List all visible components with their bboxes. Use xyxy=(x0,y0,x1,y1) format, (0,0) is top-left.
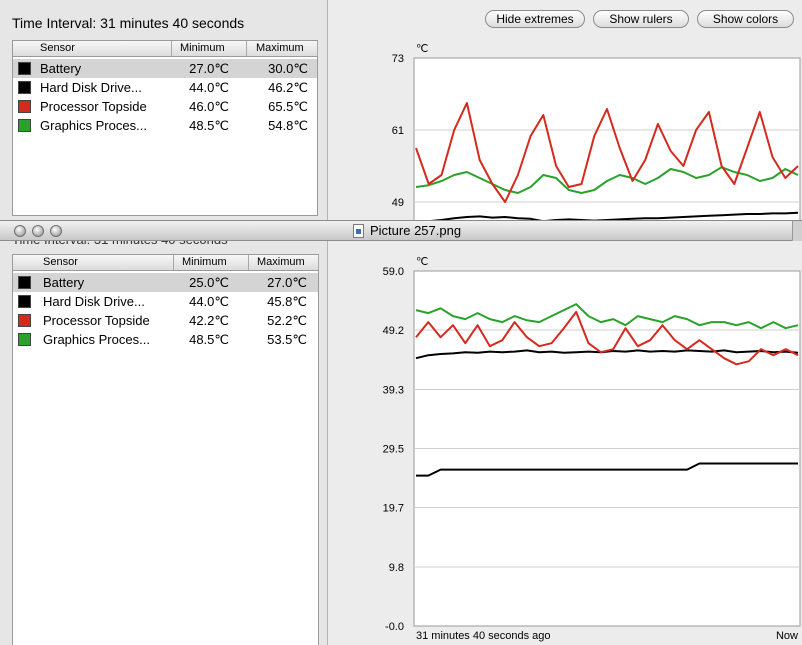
header-sensor[interactable]: Sensor xyxy=(40,42,75,54)
y-tick-label: 9.8 xyxy=(389,562,404,574)
row-minimum: 48.5℃ xyxy=(189,332,229,347)
color-swatch[interactable] xyxy=(18,81,31,94)
sensor-table: Sensor Minimum Maximum Battery 27.0℃ 30.… xyxy=(12,40,318,216)
y-tick-label: -0.0 xyxy=(385,621,404,633)
temperature-chart-back: ℃ 73 61 49 xyxy=(392,43,801,220)
x-end-label: Now xyxy=(776,630,798,642)
row-maximum: 46.2℃ xyxy=(268,80,308,95)
row-sensor-name: Battery xyxy=(40,61,82,76)
row-minimum: 48.5℃ xyxy=(189,118,229,133)
row-maximum: 52.2℃ xyxy=(267,313,307,328)
document-proxy-icon[interactable] xyxy=(353,224,364,238)
row-minimum: 44.0℃ xyxy=(189,294,229,309)
color-swatch[interactable] xyxy=(18,276,31,289)
y-unit-label: ℃ xyxy=(416,43,428,55)
table-row[interactable]: Battery 27.0℃ 30.0℃ xyxy=(13,59,317,78)
sensor-table: Sensor Minimum Maximum Battery 25.0℃ 27.… xyxy=(12,254,319,645)
color-swatch[interactable] xyxy=(18,100,31,113)
x-start-label: 31 minutes 40 seconds ago xyxy=(416,630,551,642)
row-maximum: 53.5℃ xyxy=(267,332,307,347)
table-row[interactable]: Graphics Proces... 48.5℃ 53.5℃ xyxy=(13,330,318,349)
show-rulers-button[interactable]: Show rulers xyxy=(593,10,689,28)
y-tick-label: 19.7 xyxy=(383,502,404,514)
series-line xyxy=(416,462,798,477)
table-row[interactable]: Processor Topside 46.0℃ 65.5℃ xyxy=(13,97,317,116)
row-minimum: 25.0℃ xyxy=(189,275,229,290)
table-row[interactable]: Hard Disk Drive... 44.0℃ 46.2℃ xyxy=(13,78,317,97)
row-sensor-name: Hard Disk Drive... xyxy=(43,294,145,309)
row-minimum: 27.0℃ xyxy=(189,61,229,76)
temperature-chart-front: ℃ 59.0 49.2 39.3 29.5 19.7 9.8 -0.0 31 minutes 4… xyxy=(383,256,801,642)
front-window: Time Interval: 31 minutes 40 seconds Sen… xyxy=(0,220,802,645)
header-maximum[interactable]: Maximum xyxy=(257,256,305,268)
front-left-pane: Time Interval: 31 minutes 40 seconds Sen… xyxy=(0,232,325,645)
row-sensor-name: Graphics Proces... xyxy=(40,118,147,133)
series-line xyxy=(415,303,799,330)
front-graph-pane: ℃ 59.0 49.2 39.3 29.5 19.7 9.8 -0.0 31 minutes 4… xyxy=(327,241,802,645)
series-line xyxy=(430,211,799,220)
row-sensor-name: Hard Disk Drive... xyxy=(40,80,142,95)
row-sensor-name: Processor Topside xyxy=(43,313,150,328)
time-interval-label: Time Interval: 31 minutes 40 seconds xyxy=(12,15,245,31)
series-line xyxy=(415,310,799,366)
y-tick-label: 49 xyxy=(392,197,404,209)
zoom-window-icon[interactable] xyxy=(50,225,62,237)
row-maximum: 54.8℃ xyxy=(268,118,308,133)
window-titlebar[interactable]: Picture 257.png xyxy=(0,221,802,241)
series-line xyxy=(415,102,799,203)
titlebar-handle[interactable] xyxy=(792,221,802,241)
color-swatch[interactable] xyxy=(18,295,31,308)
color-swatch[interactable] xyxy=(18,314,31,327)
row-minimum: 44.0℃ xyxy=(189,80,229,95)
hide-extremes-button[interactable]: Hide extremes xyxy=(485,10,585,28)
table-row[interactable]: Hard Disk Drive... 44.0℃ 45.8℃ xyxy=(13,292,318,311)
back-left-pane: Time Interval: 31 minutes 40 seconds Sen… xyxy=(0,0,325,220)
window-title: Picture 257.png xyxy=(370,223,462,238)
plot-area xyxy=(413,57,801,220)
back-graph-pane: Hide extremes Show rulers Show colors ℃ 7… xyxy=(327,0,802,220)
y-tick-label: 29.5 xyxy=(383,444,404,456)
row-maximum: 30.0℃ xyxy=(268,61,308,76)
y-tick-label: 61 xyxy=(392,125,404,137)
color-swatch[interactable] xyxy=(18,62,31,75)
table-row[interactable]: Processor Topside 42.2℃ 52.2℃ xyxy=(13,311,318,330)
row-maximum: 27.0℃ xyxy=(267,275,307,290)
minimize-window-icon[interactable] xyxy=(32,225,44,237)
show-colors-button[interactable]: Show colors xyxy=(697,10,794,28)
row-minimum: 46.0℃ xyxy=(189,99,229,114)
y-unit-label: ℃ xyxy=(416,256,428,268)
y-tick-label: 73 xyxy=(392,53,404,65)
y-tick-label: 59.0 xyxy=(383,266,404,278)
table-row[interactable]: Graphics Proces... 48.5℃ 54.8℃ xyxy=(13,116,317,135)
row-minimum: 42.2℃ xyxy=(189,313,229,328)
row-maximum: 45.8℃ xyxy=(267,294,307,309)
y-tick-label: 49.2 xyxy=(383,325,404,337)
header-minimum[interactable]: Minimum xyxy=(182,256,227,268)
header-sensor[interactable]: Sensor xyxy=(43,256,78,268)
header-maximum[interactable]: Maximum xyxy=(256,42,304,54)
row-maximum: 65.5℃ xyxy=(268,99,308,114)
y-tick-label: 39.3 xyxy=(383,385,404,397)
table-row[interactable]: Battery 25.0℃ 27.0℃ xyxy=(13,273,318,292)
header-minimum[interactable]: Minimum xyxy=(180,42,225,54)
series-line xyxy=(415,166,799,194)
table-header: Sensor Minimum Maximum xyxy=(13,255,319,271)
row-sensor-name: Graphics Proces... xyxy=(43,332,150,347)
table-header: Sensor Minimum Maximum xyxy=(13,41,318,57)
row-sensor-name: Processor Topside xyxy=(40,99,147,114)
close-window-icon[interactable] xyxy=(14,225,26,237)
color-swatch[interactable] xyxy=(18,119,31,132)
row-sensor-name: Battery xyxy=(43,275,85,290)
color-swatch[interactable] xyxy=(18,333,31,346)
back-window: Time Interval: 31 minutes 40 seconds Sen… xyxy=(0,0,802,220)
